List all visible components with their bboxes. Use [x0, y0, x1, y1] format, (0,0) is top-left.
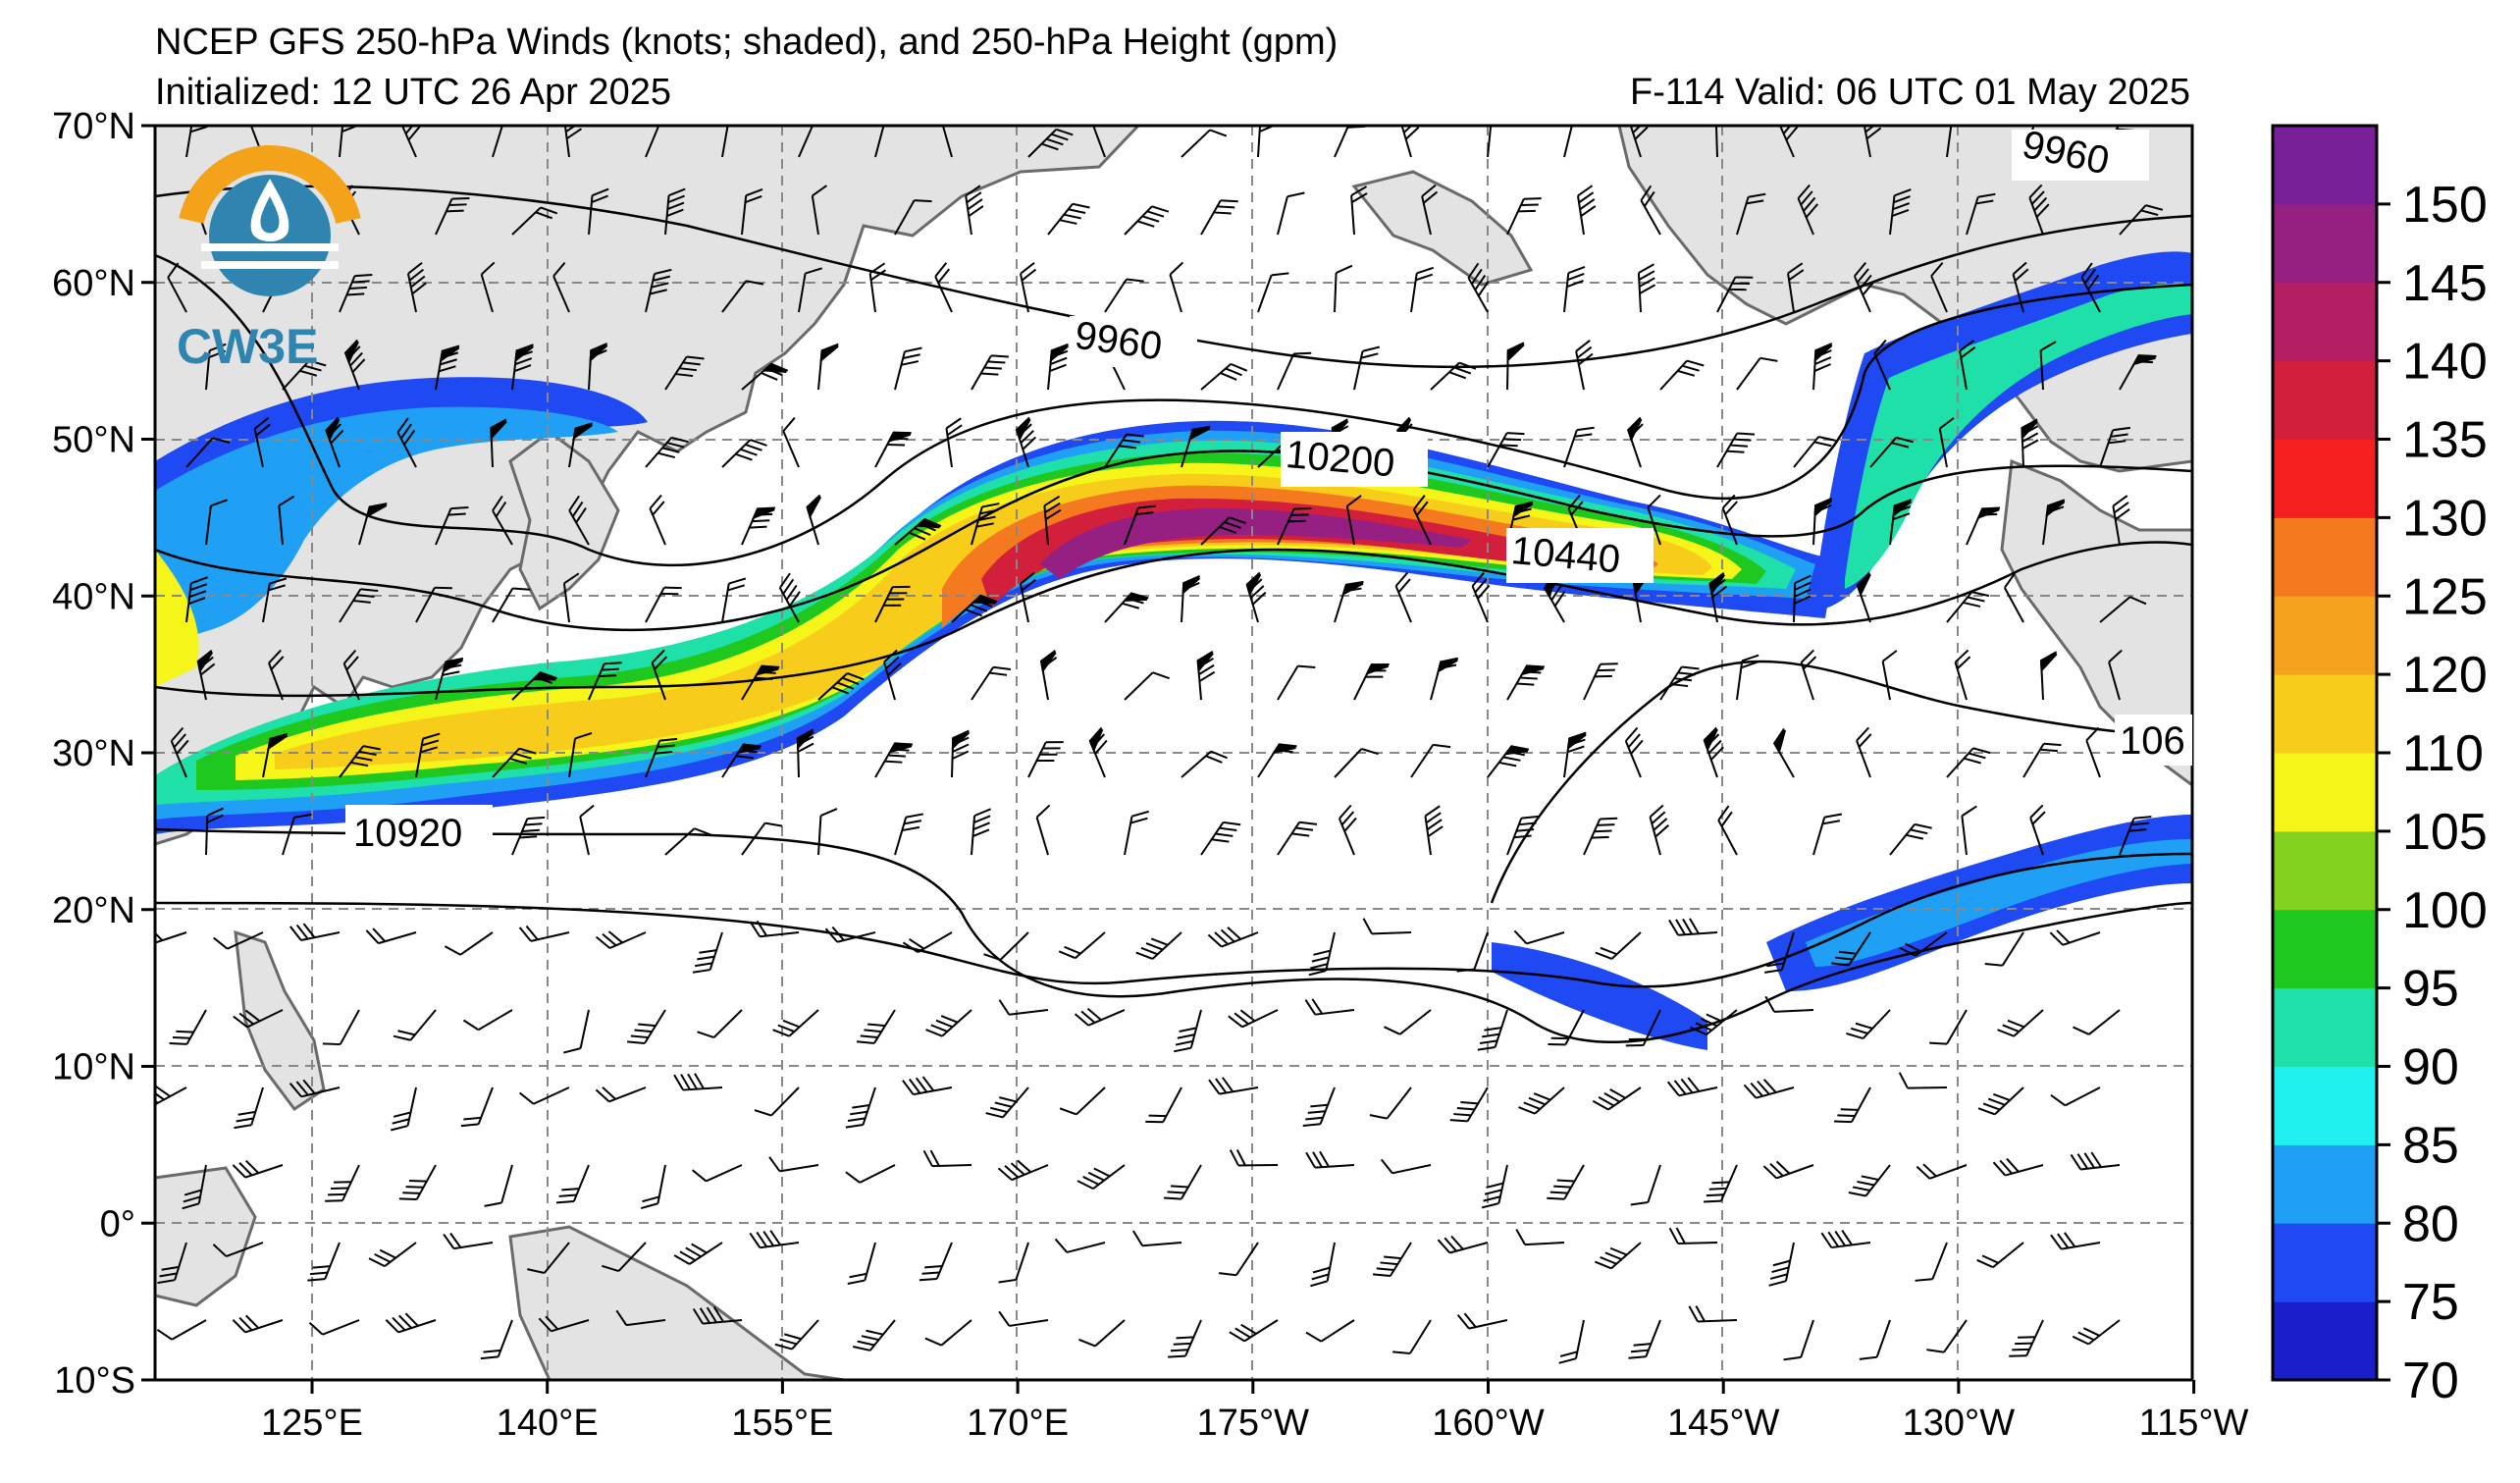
colorbar-tick-label: 145 [2402, 255, 2488, 312]
contour-labels: 9960 9960 10200 10440 10920 106 [345, 123, 2192, 860]
colorbar-segment [2273, 1301, 2377, 1381]
lat-tick-label: 70°N [52, 106, 135, 147]
title-init: Initialized: 12 UTC 26 Apr 2025 [155, 72, 671, 113]
longitude-axis: 125°E 140°E 155°E 170°E 175°W 160°W 145°W 130°W… [261, 1380, 2249, 1444]
colorbar-tick-label: 130 [2402, 490, 2488, 547]
colorbar-segment [2273, 1066, 2377, 1145]
colorbar-segment [2273, 753, 2377, 832]
lon-tick-label: 175°W [1197, 1403, 1310, 1444]
land-philippines [234, 929, 326, 1112]
colorbar-segment [2273, 126, 2377, 205]
colorbar-tick-label: 95 [2402, 961, 2459, 1018]
lat-tick-label: 20°N [52, 890, 135, 931]
lat-tick-label: 30°N [52, 733, 135, 774]
colorbar-tick-label: 140 [2402, 334, 2488, 391]
colorbar-segment [2273, 203, 2377, 284]
colorbar-segment [2273, 517, 2377, 597]
lat-tick-label: 10°N [52, 1047, 135, 1088]
colorbar: 70 75 80 85 90 95 100 105 110 120 125 130 135 140 145 1… [2271, 124, 2488, 1409]
colorbar-tick-label: 110 [2402, 725, 2484, 782]
lon-tick-label: 125°E [261, 1403, 363, 1444]
colorbar-tick-label: 135 [2402, 412, 2488, 469]
colorbar-segment [2273, 830, 2377, 911]
land-masses [155, 126, 2192, 1380]
contour-label-106: 106 [2120, 719, 2185, 763]
lon-tick-label: 115°W [2139, 1403, 2249, 1444]
cw3e-logo: CW3E [177, 145, 361, 374]
land-japan [508, 430, 620, 611]
colorbar-tick-label: 80 [2402, 1195, 2459, 1252]
lat-tick-label: 10°S [54, 1360, 135, 1402]
colorbar-segment [2273, 987, 2377, 1067]
title-line1: NCEP GFS 250-hPa Winds (knots; shaded), … [155, 22, 1338, 63]
contour-label-10920: 10920 [353, 812, 462, 855]
lat-tick-label: 60°N [52, 263, 135, 304]
lon-tick-label: 160°W [1432, 1403, 1545, 1444]
contour-label-10200: 10200 [1284, 433, 1396, 486]
lon-tick-label: 155°E [731, 1403, 833, 1444]
height-contours [155, 185, 2192, 1043]
contour-label-10440: 10440 [1509, 529, 1622, 582]
lat-tick-label: 0° [100, 1203, 135, 1245]
colorbar-segment [2273, 360, 2377, 440]
colorbar-tick-label: 90 [2402, 1039, 2459, 1096]
colorbar-segment [2273, 282, 2377, 362]
colorbar-tick-label: 120 [2402, 647, 2488, 704]
colorbar-segment [2273, 674, 2377, 754]
map-area [155, 126, 2192, 1380]
lon-tick-label: 140°E [497, 1403, 599, 1444]
colorbar-tick-label: 100 [2402, 882, 2488, 939]
lon-tick-label: 145°W [1667, 1403, 1780, 1444]
land-borneo [155, 1166, 257, 1307]
colorbar-tick-label: 85 [2402, 1117, 2459, 1174]
land-alaska [1178, 126, 2192, 473]
colorbar-tick-label: 150 [2402, 177, 2488, 234]
colorbar-tick-label: 105 [2402, 804, 2488, 861]
colorbar-segment [2273, 439, 2377, 518]
colorbar-tick-label: 125 [2402, 568, 2488, 625]
colorbar-tick-label: 70 [2402, 1352, 2459, 1409]
lat-tick-label: 40°N [52, 576, 135, 617]
latitude-axis: 70°N 60°N 50°N 40°N 30°N 20°N 10°N 0° 10°S [52, 106, 155, 1402]
colorbar-segment [2273, 1223, 2377, 1302]
logo-text: CW3E [177, 319, 318, 374]
land-new-guinea [508, 1225, 845, 1380]
lon-tick-label: 130°W [1903, 1403, 2016, 1444]
colorbar-tick-label: 75 [2402, 1274, 2459, 1331]
colorbar-segment [2273, 596, 2377, 675]
lon-tick-label: 170°E [967, 1403, 1069, 1444]
colorbar-segment [2273, 909, 2377, 989]
colorbar-segment [2273, 1144, 2377, 1224]
lat-tick-label: 50°N [52, 420, 135, 461]
title-valid: F-114 Valid: 06 UTC 01 May 2025 [1630, 72, 2190, 113]
